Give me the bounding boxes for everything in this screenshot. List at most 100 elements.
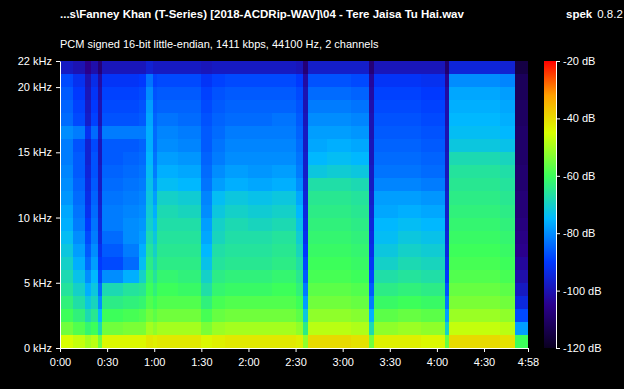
cell — [327, 165, 351, 178]
cell — [272, 322, 296, 335]
cell — [60, 74, 73, 87]
cell — [369, 191, 374, 204]
cell — [123, 126, 139, 139]
cell — [308, 100, 327, 113]
cell — [445, 165, 450, 178]
cell — [421, 231, 445, 244]
cell — [515, 87, 528, 100]
cell — [225, 244, 249, 257]
cell — [248, 244, 272, 257]
cell — [272, 270, 296, 283]
cell — [60, 100, 73, 113]
cell — [476, 309, 500, 322]
cell — [153, 100, 158, 113]
x-axis-tick-mark — [390, 348, 391, 352]
cell — [398, 74, 422, 87]
cell — [85, 244, 91, 257]
cell — [123, 74, 139, 87]
cell — [421, 322, 445, 335]
x-axis-tick-label: 1:30 — [191, 356, 212, 368]
cell — [146, 205, 152, 218]
cell — [146, 126, 152, 139]
x-axis-tick-label: 2:00 — [238, 356, 259, 368]
cell — [98, 283, 103, 296]
cell — [369, 139, 374, 152]
cell — [178, 113, 202, 126]
cell — [515, 218, 528, 231]
x-axis-tick-label: 0:30 — [97, 356, 118, 368]
cell — [248, 296, 272, 309]
cell — [91, 257, 97, 270]
cell — [327, 231, 351, 244]
x-axis-tick-label: 0:00 — [50, 356, 71, 368]
cell — [500, 283, 516, 296]
cell — [153, 165, 158, 178]
cell — [303, 296, 308, 309]
cell — [102, 296, 122, 309]
cell — [308, 257, 327, 270]
cell — [398, 335, 422, 348]
y-axis-tick: 0 kHz — [24, 342, 60, 354]
cell — [308, 283, 327, 296]
x-axis-tick-mark — [343, 348, 344, 352]
cell — [139, 178, 147, 191]
cell — [73, 335, 86, 348]
cell — [248, 231, 272, 244]
cell — [157, 205, 177, 218]
cell — [248, 126, 272, 139]
cell — [398, 178, 422, 191]
cell — [146, 218, 152, 231]
x-axis-tick: 0:30 — [97, 348, 118, 368]
cell — [102, 218, 122, 231]
cell — [85, 178, 91, 191]
cell — [351, 113, 370, 126]
cell — [374, 335, 398, 348]
y-axis: 0 kHz5 kHz10 kHz15 kHz20 kHz22 kHz — [18, 55, 61, 354]
cell — [212, 335, 225, 348]
cell — [369, 322, 374, 335]
cell — [296, 231, 304, 244]
x-axis-tick: 2:30 — [285, 348, 306, 368]
cell — [225, 178, 249, 191]
cell — [515, 113, 528, 126]
cell — [146, 322, 152, 335]
cell — [212, 322, 225, 335]
y-axis-tick: 15 kHz — [18, 146, 60, 158]
cell — [201, 191, 212, 204]
cell — [374, 152, 398, 165]
cell — [60, 231, 73, 244]
cell — [157, 87, 177, 100]
cell — [308, 61, 327, 74]
cell — [351, 205, 370, 218]
cell — [421, 257, 445, 270]
colorbar-axis: -20 dB-40 dB-60 dB-80 dB-100 dB-120 dB — [556, 55, 602, 354]
cell — [178, 100, 202, 113]
cell — [398, 165, 422, 178]
cell — [296, 74, 304, 87]
cell — [449, 309, 476, 322]
cell — [296, 335, 304, 348]
cell — [308, 270, 327, 283]
cell — [374, 113, 398, 126]
cell — [146, 152, 152, 165]
cell — [369, 296, 374, 309]
cell — [98, 191, 103, 204]
cell — [398, 296, 422, 309]
cell — [201, 61, 212, 74]
cell — [153, 139, 158, 152]
cell — [91, 61, 97, 74]
cell — [178, 218, 202, 231]
cell — [225, 257, 249, 270]
cell — [515, 152, 528, 165]
cell — [73, 139, 86, 152]
cell — [369, 309, 374, 322]
cell — [157, 165, 177, 178]
cell — [296, 139, 304, 152]
x-axis-tick: 0:00 — [50, 348, 71, 368]
y-axis-tick: 22 kHz — [18, 55, 60, 67]
cell — [374, 139, 398, 152]
cell — [351, 257, 370, 270]
cell — [351, 335, 370, 348]
cell — [351, 74, 370, 87]
cell — [98, 152, 103, 165]
